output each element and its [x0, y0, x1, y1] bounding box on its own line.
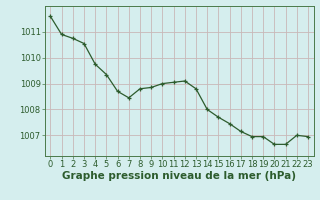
X-axis label: Graphe pression niveau de la mer (hPa): Graphe pression niveau de la mer (hPa)	[62, 171, 296, 181]
